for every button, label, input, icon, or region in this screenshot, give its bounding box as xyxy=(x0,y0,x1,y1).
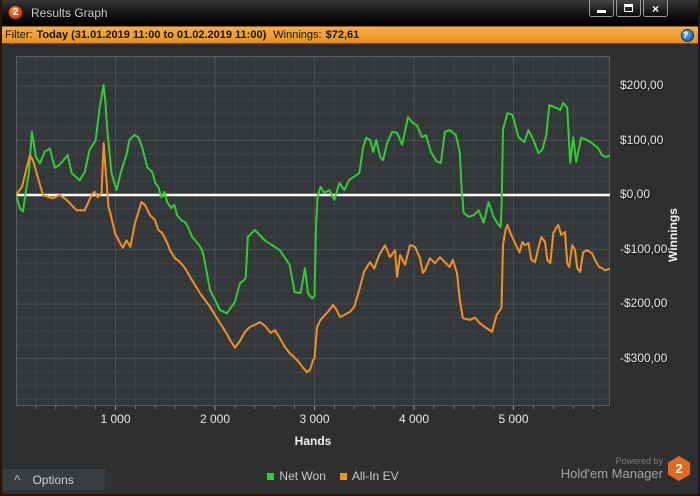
chart-legend: Net Won All-In EV xyxy=(2,469,664,483)
y-axis-tick-label: -$300,00 xyxy=(620,350,668,365)
y-axis-tick-label: $200,00 xyxy=(620,77,664,92)
options-label: Options xyxy=(32,472,74,487)
legend-item-all-in-ev: All-In EV xyxy=(339,469,399,483)
minimize-icon xyxy=(597,10,606,13)
help-button[interactable]: ? xyxy=(681,29,694,42)
x-axis-tick-label: 3 000 xyxy=(299,412,330,426)
options-button[interactable]: ^ Options xyxy=(3,469,105,490)
chevron-up-icon: ^ xyxy=(14,473,21,486)
filter-bar[interactable]: Filter: Today (31.01.2019 11:00 to 01.02.… xyxy=(2,26,698,44)
maximize-button[interactable] xyxy=(616,0,641,17)
hm2-logo-icon: 2 xyxy=(668,456,690,481)
window-title: Results Graph xyxy=(31,6,108,20)
legend-label-all-in-ev: All-In EV xyxy=(351,469,399,483)
y-axis-tick-label: $0,00 xyxy=(620,187,651,202)
powered-by-label: Powered by xyxy=(615,456,663,466)
legend-label-net-won: Net Won xyxy=(279,469,326,483)
results-graph-plot xyxy=(16,56,610,410)
x-axis-tick-label: 4 000 xyxy=(398,412,429,426)
hm2-app-icon: 2 xyxy=(8,5,23,20)
axis-title-winnings: Winnings xyxy=(666,208,680,262)
powered-by-block: Powered by Hold'em Manager 2 xyxy=(561,456,690,481)
y-axis-tick-label: $100,00 xyxy=(620,132,664,147)
winnings-label: Winnings: xyxy=(273,29,322,41)
filter-label: Filter: xyxy=(5,29,33,41)
y-axis-tick-label: -$200,00 xyxy=(620,296,668,311)
question-icon: ? xyxy=(682,30,689,40)
legend-item-net-won: Net Won xyxy=(267,469,326,483)
y-axis-tick-label: -$100,00 xyxy=(620,241,668,256)
axis-title-hands: Hands xyxy=(294,434,332,448)
winnings-value: $72,61 xyxy=(325,29,360,41)
filter-value: Today (31.01.2019 11:00 to 01.02.2019 11… xyxy=(36,29,267,41)
net-won-swatch-icon xyxy=(267,472,275,480)
all-in-ev-swatch-icon xyxy=(339,472,347,480)
close-button[interactable]: × xyxy=(643,0,668,17)
close-icon: × xyxy=(651,2,659,16)
x-axis-tick-label: 1 000 xyxy=(100,412,131,426)
brand-name: Hold'em Manager xyxy=(560,466,663,481)
maximize-icon xyxy=(624,4,633,12)
minimize-button[interactable] xyxy=(589,0,614,17)
title-bar: 2 Results Graph × xyxy=(2,0,698,26)
x-axis-tick-label: 2 000 xyxy=(199,412,230,426)
x-axis-tick-label: 5 000 xyxy=(498,412,529,426)
